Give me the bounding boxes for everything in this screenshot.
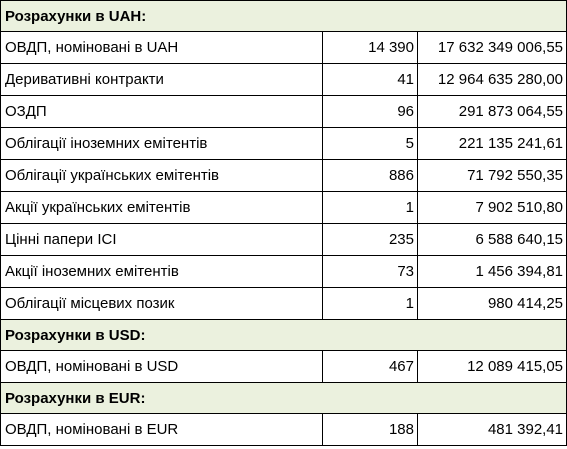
instrument-name: Акції іноземних емітентів bbox=[0, 255, 323, 288]
settlement-amount: 12 964 635 280,00 bbox=[416, 63, 567, 96]
settlement-amount: 980 414,25 bbox=[416, 287, 567, 320]
instrument-name: ОВДП, номіновані в UAH bbox=[0, 31, 323, 64]
settlement-amount: 291 873 064,55 bbox=[416, 95, 567, 128]
table-row: Облігації іноземних емітентів 5 221 135 … bbox=[0, 127, 567, 160]
instrument-name: Облігації українських емітентів bbox=[0, 159, 323, 192]
settlement-amount: 221 135 241,61 bbox=[416, 127, 567, 160]
table-row: ОВДП, номіновані в USD 467 12 089 415,05 bbox=[0, 350, 567, 383]
instrument-name: Цінні папери ІСІ bbox=[0, 223, 323, 256]
deal-count: 1 bbox=[322, 191, 418, 224]
table-row: Деривативні контракти 41 12 964 635 280,… bbox=[0, 63, 567, 96]
settlement-amount: 6 588 640,15 bbox=[416, 223, 567, 256]
table-row: Облігації місцевих позик 1 980 414,25 bbox=[0, 287, 567, 320]
deal-count: 41 bbox=[322, 63, 418, 96]
section-header-uah: Розрахунки в UAH: bbox=[0, 0, 567, 32]
settlement-amount: 7 902 510,80 bbox=[416, 191, 567, 224]
settlement-amount: 481 392,41 bbox=[416, 413, 567, 446]
table-row: ОЗДП 96 291 873 064,55 bbox=[0, 95, 567, 128]
section-title: Розрахунки в UAH: bbox=[0, 0, 567, 32]
table-row: Цінні папери ІСІ 235 6 588 640,15 bbox=[0, 223, 567, 256]
table-row: Акції іноземних емітентів 73 1 456 394,8… bbox=[0, 255, 567, 288]
deal-count: 14 390 bbox=[322, 31, 418, 64]
deal-count: 73 bbox=[322, 255, 418, 288]
deal-count: 235 bbox=[322, 223, 418, 256]
settlement-amount: 12 089 415,05 bbox=[416, 350, 567, 383]
settlement-amount: 17 632 349 006,55 bbox=[416, 31, 567, 64]
instrument-name: Акції українських емітентів bbox=[0, 191, 323, 224]
section-title: Розрахунки в EUR: bbox=[0, 382, 567, 414]
section-header-usd: Розрахунки в USD: bbox=[0, 319, 567, 351]
settlement-amount: 1 456 394,81 bbox=[416, 255, 567, 288]
table-row: ОВДП, номіновані в UAH 14 390 17 632 349… bbox=[0, 31, 567, 64]
table-row: Облігації українських емітентів 886 71 7… bbox=[0, 159, 567, 192]
deal-count: 1 bbox=[322, 287, 418, 320]
instrument-name: Облігації місцевих позик bbox=[0, 287, 323, 320]
section-title: Розрахунки в USD: bbox=[0, 319, 567, 351]
deal-count: 886 bbox=[322, 159, 418, 192]
deal-count: 5 bbox=[322, 127, 418, 160]
instrument-name: ОЗДП bbox=[0, 95, 323, 128]
table-row: ОВДП, номіновані в EUR 188 481 392,41 bbox=[0, 413, 567, 446]
instrument-name: ОВДП, номіновані в USD bbox=[0, 350, 323, 383]
table-row: Акції українських емітентів 1 7 902 510,… bbox=[0, 191, 567, 224]
deal-count: 96 bbox=[322, 95, 418, 128]
settlement-amount: 71 792 550,35 bbox=[416, 159, 567, 192]
instrument-name: Облігації іноземних емітентів bbox=[0, 127, 323, 160]
instrument-name: ОВДП, номіновані в EUR bbox=[0, 413, 323, 446]
section-header-eur: Розрахунки в EUR: bbox=[0, 382, 567, 414]
instrument-name: Деривативні контракти bbox=[0, 63, 323, 96]
deal-count: 467 bbox=[322, 350, 418, 383]
deal-count: 188 bbox=[322, 413, 418, 446]
